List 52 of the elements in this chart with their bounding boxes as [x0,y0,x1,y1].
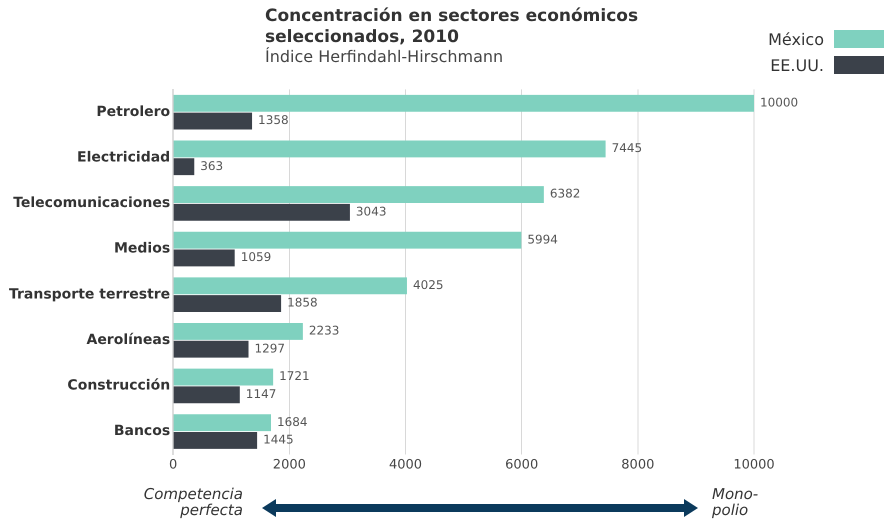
y-tick-label: Transporte terrestre [8,286,170,302]
x-tick-label: 0 [169,458,178,473]
y-tick-label: Telecomunicaciones [13,195,170,212]
bar [174,295,282,312]
bar [174,414,271,432]
data-label: 6382 [550,186,580,201]
x-tick-label: 10000 [733,458,775,473]
data-label: 5994 [527,232,558,246]
legend-label: EE.UU. [770,56,824,74]
data-label: 3043 [356,204,386,218]
x-tick-label: 2000 [272,458,306,473]
data-label: 1059 [240,250,272,264]
data-label: 363 [200,158,224,173]
chart-subtitle: Índice Herfindahl-Hirschmann [265,47,504,66]
bar [174,386,240,404]
bar [174,186,544,204]
bar [174,158,194,176]
x-tick-label: 8000 [621,458,654,473]
data-label: 7445 [612,141,642,156]
data-label: 1445 [263,432,294,447]
y-tick-label: Medios [114,240,170,257]
bar [174,112,252,130]
bar [174,250,235,266]
data-label: 1358 [258,113,289,128]
data-label: 1297 [254,341,286,356]
bar [174,204,350,221]
x-tick-label: 6000 [505,458,538,473]
legend-label: México [768,30,824,48]
chart-title: Concentración en sectores económicos seleccionados, 2010 [265,6,638,47]
data-label: 1721 [279,369,310,384]
x-tick-label: 4000 [388,458,422,473]
text: Mono- polio [712,485,758,519]
bar [174,140,606,158]
bar [174,368,274,386]
bar [174,432,258,449]
bar [174,322,303,340]
y-tick-label: Construcción [67,378,170,394]
y-tick-label: Aerolíneas [86,332,170,348]
y-tick-label: Petrolero [96,104,171,120]
data-label: 1858 [287,296,318,310]
bar [174,94,754,112]
text: Competencia perfecta [142,485,243,519]
data-label: 4025 [412,278,444,292]
y-tick-label: Electricidad [77,149,170,166]
data-label: 1684 [276,414,308,429]
bar [174,340,249,358]
data-label: 10000 [760,95,798,110]
data-label: 2233 [308,324,340,338]
bar [174,277,407,294]
bar [174,232,522,249]
y-tick-label: Bancos [114,423,170,440]
data-label: 1147 [246,386,276,401]
